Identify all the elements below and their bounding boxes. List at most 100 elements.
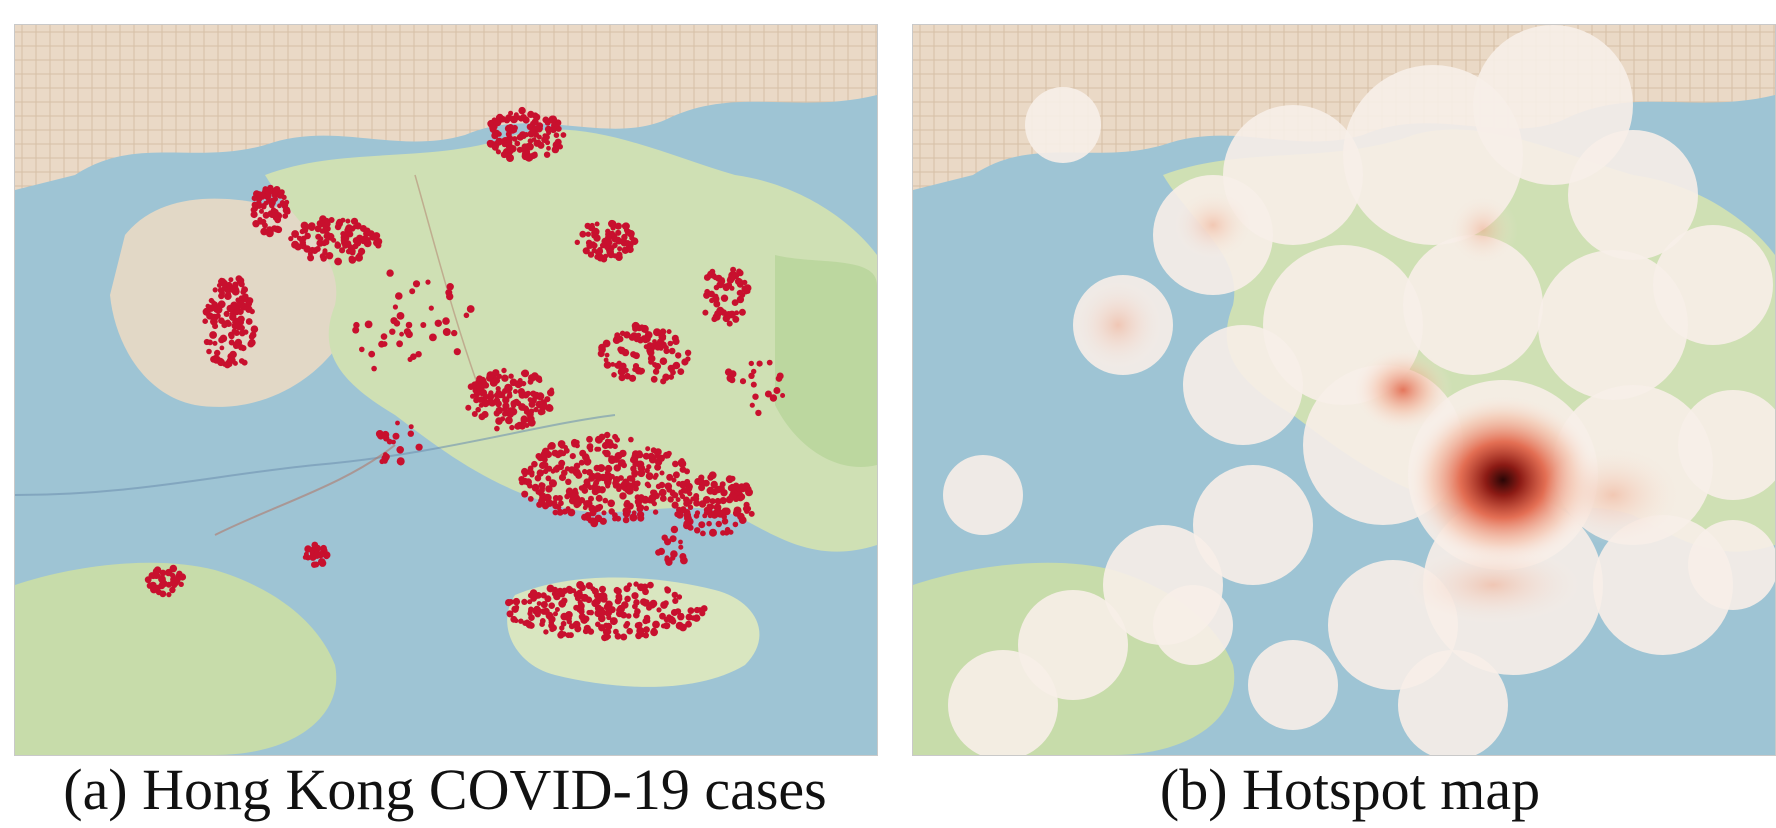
case-marker [669, 535, 677, 543]
case-marker [582, 468, 588, 475]
case-marker [499, 138, 505, 144]
case-marker [714, 485, 722, 494]
case-marker [505, 416, 513, 425]
case-marker [399, 331, 404, 337]
case-marker [285, 209, 291, 215]
case-marker [687, 504, 694, 510]
case-marker [475, 406, 482, 413]
case-marker [506, 134, 514, 142]
case-marker [586, 469, 593, 476]
case-marker [721, 514, 727, 520]
case-marker [594, 609, 602, 618]
case-marker [621, 246, 629, 254]
case-marker [613, 586, 621, 594]
case-marker [766, 359, 773, 366]
case-marker [561, 508, 568, 515]
case-marker [556, 495, 563, 502]
case-marker [238, 295, 244, 301]
case-marker [707, 474, 714, 481]
case-marker [538, 482, 545, 489]
case-marker [613, 464, 621, 472]
case-marker [610, 225, 616, 231]
case-marker [238, 301, 246, 309]
case-marker [617, 367, 626, 376]
case-marker [560, 132, 567, 138]
case-marker [304, 545, 312, 553]
case-marker [249, 308, 255, 315]
case-marker [512, 597, 521, 606]
case-marker [636, 332, 642, 338]
case-marker [224, 361, 231, 369]
case-marker [613, 434, 619, 440]
case-marker [633, 599, 640, 606]
case-marker [504, 383, 513, 392]
case-marker [257, 217, 263, 223]
case-marker [739, 378, 747, 385]
case-marker [553, 592, 561, 601]
case-marker [561, 469, 568, 477]
case-marker [582, 247, 590, 255]
case-marker [599, 242, 606, 249]
case-marker [540, 450, 549, 459]
case-marker [409, 288, 416, 295]
case-marker [670, 369, 676, 376]
case-marker [321, 240, 328, 247]
case-marker [615, 253, 623, 261]
case-marker [553, 466, 560, 473]
case-marker [615, 515, 622, 522]
case-marker [518, 476, 525, 483]
case-marker [478, 396, 485, 403]
case-marker [526, 143, 534, 151]
case-marker [482, 382, 490, 389]
case-marker [505, 114, 513, 122]
case-marker [748, 360, 754, 367]
case-marker [466, 305, 475, 313]
case-marker [666, 450, 672, 457]
case-marker [619, 492, 627, 500]
caption-hotspot-map: (b) Hotspot map [1159, 757, 1541, 822]
case-marker [500, 151, 508, 159]
case-marker [645, 446, 651, 452]
case-marker [584, 222, 591, 230]
case-marker [323, 553, 330, 560]
case-marker [736, 295, 745, 304]
case-marker [405, 321, 413, 329]
case-marker [568, 466, 576, 474]
case-marker [660, 601, 668, 609]
case-marker [277, 203, 282, 209]
case-marker [596, 253, 605, 262]
case-marker [169, 587, 175, 593]
case-marker [612, 242, 618, 249]
case-marker [710, 480, 718, 489]
case-marker [728, 492, 737, 501]
case-marker [478, 413, 486, 421]
case-marker [594, 221, 600, 227]
case-marker [591, 247, 597, 254]
case-marker [316, 220, 324, 227]
case-marker [564, 493, 571, 500]
case-marker [604, 464, 613, 473]
case-marker [508, 599, 514, 605]
case-marker [602, 633, 610, 641]
case-marker [543, 133, 550, 141]
case-marker [525, 390, 531, 397]
case-marker [599, 585, 606, 593]
case-marker [542, 607, 550, 616]
case-marker [251, 195, 258, 202]
case-marker [656, 607, 662, 613]
case-marker [543, 629, 549, 635]
case-marker [748, 372, 755, 379]
case-marker [248, 333, 255, 340]
case-marker [262, 211, 270, 219]
case-marker [683, 511, 692, 519]
case-marker [616, 238, 623, 245]
case-marker [412, 280, 421, 288]
case-marker [586, 435, 593, 443]
case-marker [637, 469, 646, 478]
case-marker [752, 393, 759, 400]
case-marker [352, 326, 360, 334]
case-marker [732, 521, 739, 528]
hotspot-buffer [1025, 87, 1101, 163]
hotspot-buffer [1248, 640, 1338, 730]
case-marker [514, 380, 523, 389]
